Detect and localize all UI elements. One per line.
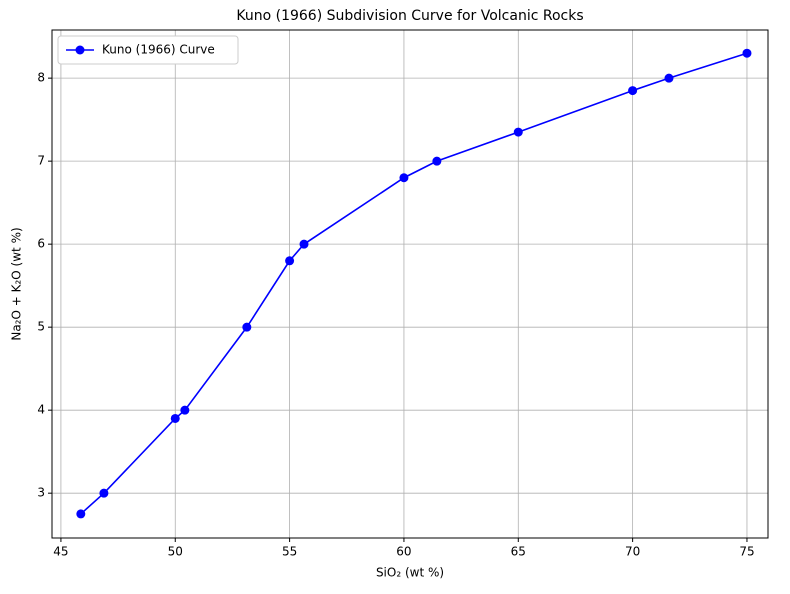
y-tick-label: 4 <box>37 403 45 417</box>
point <box>299 239 309 249</box>
point <box>99 488 109 498</box>
point <box>432 156 442 166</box>
y-tick-label: 7 <box>37 154 45 168</box>
point <box>242 322 252 332</box>
y-tick-label: 6 <box>37 237 45 251</box>
point <box>664 73 674 83</box>
x-tick-label: 65 <box>511 545 526 559</box>
point <box>628 86 638 96</box>
x-axis-label: SiO₂ (wt %) <box>376 566 444 580</box>
point <box>180 405 190 415</box>
legend-marker <box>75 45 85 55</box>
x-tick-label: 75 <box>739 545 754 559</box>
y-tick-label: 8 <box>37 71 45 85</box>
legend-label: Kuno (1966) Curve <box>102 43 215 57</box>
x-tick-label: 55 <box>282 545 297 559</box>
y-tick-label: 3 <box>37 486 45 500</box>
legend-box <box>57 35 239 65</box>
x-tick-label: 70 <box>625 545 640 559</box>
point <box>513 127 523 137</box>
y-tick-label: 5 <box>37 320 45 334</box>
x-tick-label: 50 <box>168 545 183 559</box>
point <box>76 509 86 519</box>
line <box>80 52 748 515</box>
x-tick-label: 60 <box>396 545 411 559</box>
point <box>742 48 752 58</box>
plot-frame <box>51 29 769 539</box>
point <box>170 413 180 423</box>
y-axis-label: Na₂O + K₂O (wt %) <box>10 227 24 340</box>
x-tick-label: 45 <box>53 545 68 559</box>
point <box>399 173 409 183</box>
chart-title: Kuno (1966) Subdivision Curve for Volcan… <box>236 8 583 24</box>
point <box>285 256 295 266</box>
